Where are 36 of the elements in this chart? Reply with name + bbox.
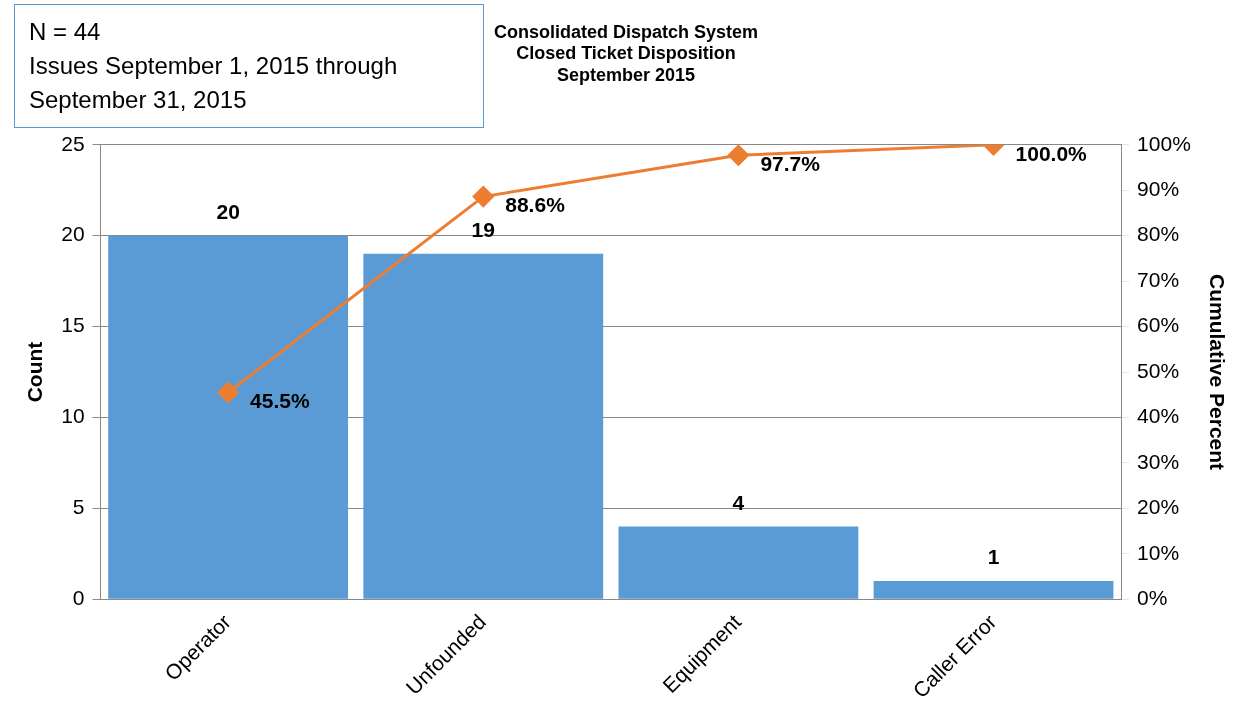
y2-tick-label: 40% xyxy=(1137,404,1180,428)
data-label: 97.7% xyxy=(760,152,821,176)
y-tick-label: 20 xyxy=(61,222,85,246)
data-label: 100.0% xyxy=(1015,141,1088,165)
y2-tick-label: 10% xyxy=(1137,540,1180,564)
data-label: 20 xyxy=(216,199,240,223)
data-label: 4 xyxy=(732,490,745,514)
y-tick-label: 5 xyxy=(72,495,85,519)
bar xyxy=(873,581,1114,599)
bar xyxy=(618,526,859,599)
point xyxy=(472,186,494,208)
y-tick-label: 10 xyxy=(61,404,85,428)
data-label: 88.6% xyxy=(505,193,566,217)
y2-tick-label: 0% xyxy=(1137,586,1168,610)
bar xyxy=(363,253,604,599)
bar xyxy=(108,235,349,599)
y-tick-label: 25 xyxy=(61,131,85,155)
y-tick-label: 0 xyxy=(72,586,85,610)
chart-title: Consolidated Dispatch System Closed Ticket Disposition September 2015 xyxy=(493,21,759,85)
y2-tick-label: 50% xyxy=(1137,358,1180,382)
data-label: 19 xyxy=(471,218,495,242)
y2-tick-label: 100% xyxy=(1137,131,1191,155)
point xyxy=(217,381,239,403)
y-tick-label: 15 xyxy=(61,313,85,337)
point xyxy=(727,144,749,166)
text: N = 44 Issues September 1, 2015 through September 31, 2015 xyxy=(14,4,484,128)
y2-tick-label: 70% xyxy=(1137,267,1180,291)
y2-tick-label: 60% xyxy=(1137,313,1180,337)
y-axis-title: Count xyxy=(23,341,47,403)
data-label: 45.5% xyxy=(250,389,310,413)
y2-tick-label: 80% xyxy=(1137,222,1180,246)
y2-axis-title: Cumulative Percent xyxy=(1205,274,1229,471)
y2-tick-label: 30% xyxy=(1137,449,1180,473)
y2-tick-label: 20% xyxy=(1137,495,1180,519)
data-label: 1 xyxy=(987,545,1000,569)
y2-tick-label: 90% xyxy=(1137,177,1180,201)
